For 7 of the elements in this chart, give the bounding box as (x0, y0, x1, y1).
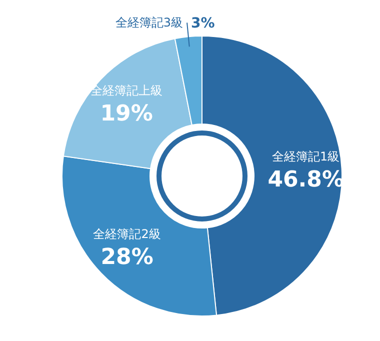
slice-label: 全経簿記3級 (115, 16, 184, 30)
slice-label: 全経簿記2級 (93, 227, 161, 242)
data-label: 3% (191, 16, 215, 32)
data-label: 19% (100, 101, 153, 126)
data-label: 28% (100, 245, 154, 270)
slice-label: 全経簿記1級 (272, 150, 340, 164)
data-label: 46.8% (268, 168, 344, 193)
